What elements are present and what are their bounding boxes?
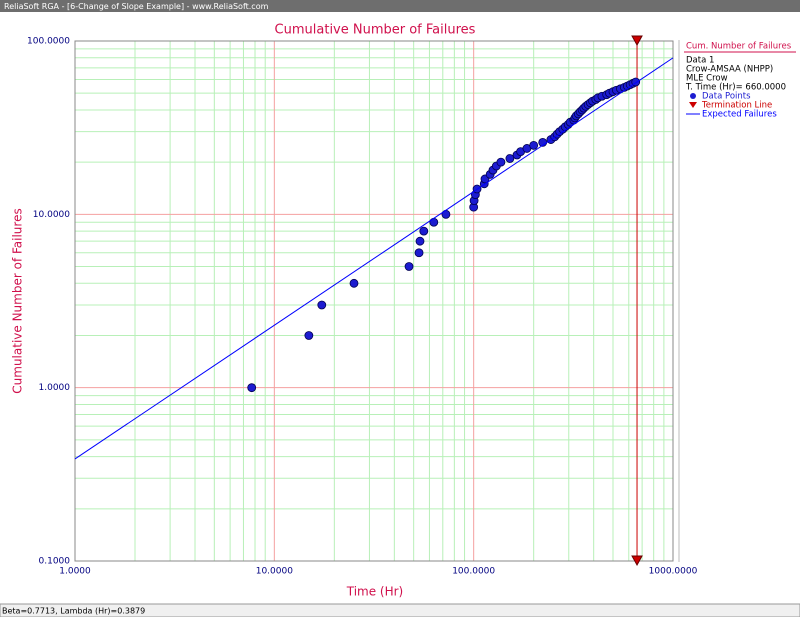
plot-area: [74, 40, 674, 562]
legend-label: Data Points: [702, 92, 751, 102]
y-tick-label: 10.0000: [33, 210, 70, 220]
y-tick-label: 100.0000: [27, 37, 70, 47]
legend-title: Cum. Number of Failures: [686, 42, 792, 52]
x-tick-label: 1000.0000: [649, 567, 698, 577]
legend-info: MLE Crow: [686, 74, 728, 84]
legend-label: Termination Line: [701, 101, 772, 111]
expected-failures-line: [74, 57, 674, 460]
data-point: [247, 383, 257, 393]
data-point: [529, 140, 539, 150]
data-point: [349, 278, 359, 288]
x-tick-label: 10.0000: [256, 567, 293, 577]
data-point: [317, 300, 327, 310]
title-bar: [0, 0, 800, 12]
window-title: ReliaSoft RGA - [6-Change of Slope Examp…: [4, 2, 269, 11]
chart-title: Cumulative Number of Failures: [275, 23, 476, 38]
y-tick-label: 0.1000: [39, 557, 71, 567]
status-text: Beta=0.7713, Lambda (Hr)=0.3879: [2, 607, 145, 616]
legend-label: Expected Failures: [702, 110, 777, 120]
y-axis-label: Cumulative Number of Failures: [11, 208, 25, 393]
legend-symbol: [689, 102, 697, 108]
data-point: [404, 262, 414, 271]
data-point: [415, 236, 425, 246]
data-point: [429, 217, 439, 227]
data-point: [419, 226, 429, 236]
plot-frame: [74, 40, 674, 562]
data-point: [414, 248, 424, 258]
data-point: [304, 331, 314, 340]
x-tick-label: 100.0000: [452, 567, 495, 577]
termination-marker: [631, 555, 643, 567]
data-point: [496, 157, 506, 167]
legend-info: Crow-AMSAA (NHPP): [686, 65, 773, 75]
legend-symbol: [690, 93, 696, 99]
termination-marker: [631, 35, 643, 47]
legend-info: Data 1: [686, 56, 714, 66]
y-tick-label: 1.0000: [39, 383, 71, 393]
x-tick-label: 1.0000: [59, 567, 91, 577]
legend-info: T. Time (Hr)= 660.0000: [685, 83, 786, 93]
data-point: [505, 154, 515, 163]
x-axis-label: Time (Hr): [346, 585, 404, 599]
